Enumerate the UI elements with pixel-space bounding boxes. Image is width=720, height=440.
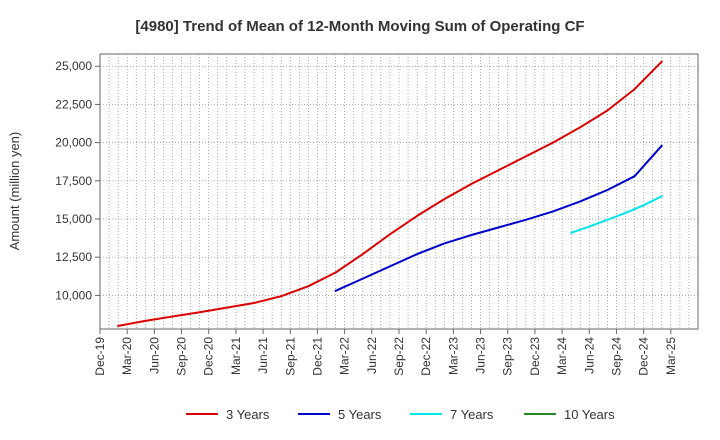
x-tick-label: Mar-24 <box>555 337 569 375</box>
x-tick-label: Dec-22 <box>419 337 433 376</box>
x-tick-label: Dec-23 <box>528 337 542 376</box>
legend-label: 10 Years <box>564 407 615 422</box>
legend-label: 5 Years <box>338 407 382 422</box>
x-tick-label: Jun-22 <box>365 337 379 374</box>
grid <box>100 54 698 329</box>
series-lines <box>117 60 663 327</box>
series-line-5-years <box>334 144 663 292</box>
x-tick-label: Sep-22 <box>392 337 406 376</box>
x-tick-label: Dec-20 <box>202 337 216 376</box>
x-tick-label: Mar-25 <box>664 337 678 375</box>
x-tick-label: Sep-24 <box>609 337 623 376</box>
y-tick-label: 22,500 <box>55 97 92 111</box>
y-tick-label: 12,500 <box>55 250 92 264</box>
x-tick-label: Mar-21 <box>229 337 243 375</box>
x-tick-label: Jun-20 <box>147 337 161 374</box>
y-tick-label: 15,000 <box>55 212 92 226</box>
x-tick-label: Mar-22 <box>338 337 352 375</box>
x-tick-label: Sep-20 <box>175 337 189 376</box>
chart-title: [4980] Trend of Mean of 12-Month Moving … <box>135 18 584 35</box>
x-tick-label: Mar-23 <box>446 337 460 375</box>
x-tick-label: Jun-21 <box>256 337 270 374</box>
series-line-3-years <box>117 60 663 327</box>
x-tick-label: Jun-23 <box>474 337 488 374</box>
legend-label: 3 Years <box>226 407 270 422</box>
legend: 3 Years 5 Years 7 Years 10 Years <box>186 407 615 422</box>
x-tick-label: Dec-21 <box>310 337 324 376</box>
x-tick-label: Sep-21 <box>283 337 297 376</box>
series-line-7-years <box>570 195 663 234</box>
y-axis-label: Amount (million yen) <box>7 132 22 251</box>
x-tick-label: Dec-24 <box>637 337 651 376</box>
x-tick-label: Sep-23 <box>501 337 515 376</box>
y-tick-label: 20,000 <box>55 136 92 150</box>
y-tick-label: 25,000 <box>55 59 92 73</box>
x-tick-label: Mar-20 <box>120 337 134 375</box>
y-tick-label: 17,500 <box>55 174 92 188</box>
legend-label: 7 Years <box>450 407 494 422</box>
x-axis-ticks: Dec-19 Mar-20 Jun-20 Sep-20 Dec-20 Mar-21 Jun-… <box>93 329 678 376</box>
x-tick-label: Jun-24 <box>582 337 596 374</box>
x-tick-label: Dec-19 <box>93 337 107 376</box>
y-tick-label: 10,000 <box>55 288 92 302</box>
y-axis-ticks: 10,000 12,500 15,000 17,500 20,000 22,500 25,0… <box>55 59 100 302</box>
